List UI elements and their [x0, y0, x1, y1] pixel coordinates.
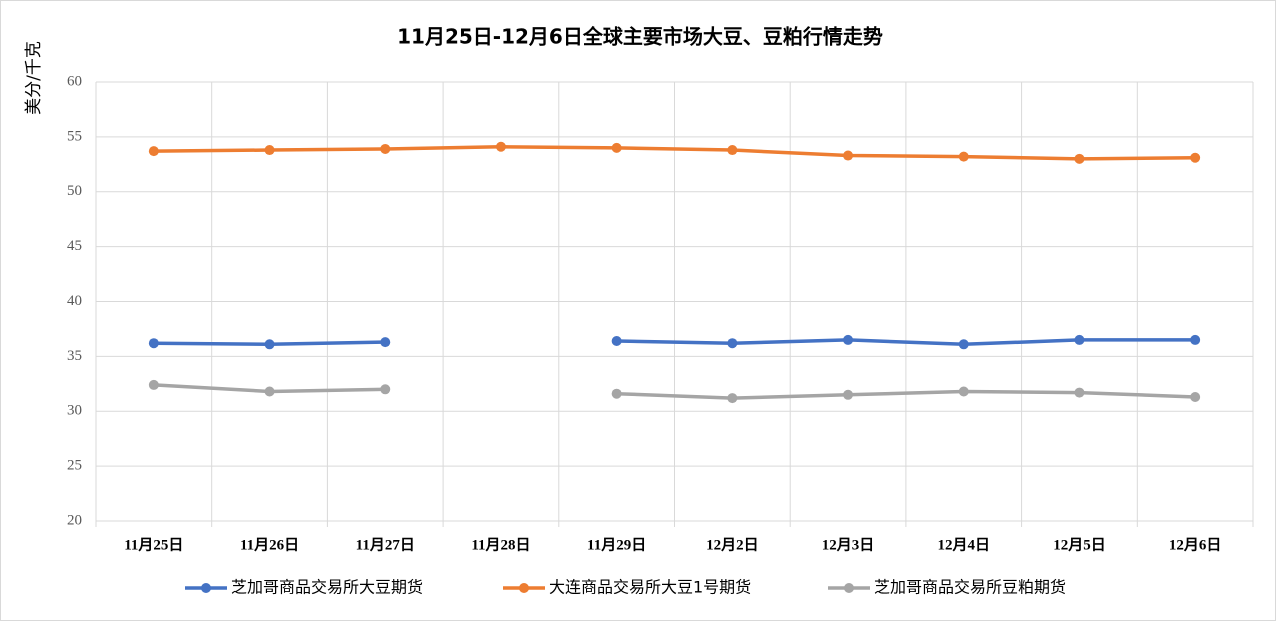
data-point	[843, 150, 854, 161]
data-point	[727, 393, 738, 404]
legend-marker	[844, 583, 854, 593]
x-tick-label: 11月29日	[587, 536, 646, 553]
y-tick-label: 55	[67, 128, 82, 144]
data-point	[1074, 387, 1085, 398]
data-point	[380, 143, 391, 154]
data-point	[1074, 334, 1085, 345]
legend-label: 芝加哥商品交易所豆粕期货	[874, 578, 1066, 597]
data-point	[148, 379, 159, 390]
y-tick-label: 50	[67, 183, 82, 199]
x-tick-label: 11月26日	[240, 536, 299, 553]
data-point	[495, 141, 506, 152]
data-point	[843, 389, 854, 400]
y-tick-label: 25	[67, 458, 82, 474]
data-point	[148, 338, 159, 349]
x-tick-label: 12月3日	[822, 536, 875, 553]
data-point	[264, 339, 275, 350]
legend-label: 大连商品交易所大豆1号期货	[549, 578, 751, 597]
x-tick-label: 12月5日	[1053, 536, 1106, 553]
x-tick-label: 12月6日	[1169, 536, 1222, 553]
legend-marker	[519, 583, 529, 593]
data-point	[148, 146, 159, 157]
x-tick-label: 11月25日	[124, 536, 183, 553]
data-point	[1074, 153, 1085, 164]
data-point	[611, 336, 622, 347]
x-tick-label: 12月4日	[937, 536, 990, 553]
data-point	[264, 386, 275, 397]
data-point	[727, 338, 738, 349]
y-tick-label: 40	[67, 293, 82, 309]
data-point	[958, 339, 969, 350]
data-point	[380, 337, 391, 348]
y-tick-label: 20	[67, 512, 82, 528]
data-point	[264, 145, 275, 156]
legend-label: 芝加哥商品交易所大豆期货	[231, 578, 423, 597]
data-point	[727, 145, 738, 156]
data-point	[1190, 334, 1201, 345]
data-point	[1190, 152, 1201, 163]
y-tick-label: 45	[67, 238, 82, 254]
data-point	[380, 384, 391, 395]
y-tick-label: 35	[67, 348, 82, 364]
chart-title: 11月25日-12月6日全球主要市场大豆、豆粕行情走势	[397, 25, 883, 49]
y-axis-label: 美分/千克	[24, 41, 44, 115]
series-line	[153, 145, 1196, 161]
legend-marker	[201, 583, 211, 593]
data-point	[843, 334, 854, 345]
y-tick-label: 30	[67, 403, 82, 419]
data-point	[958, 151, 969, 162]
y-tick-label: 60	[67, 73, 82, 89]
data-point	[611, 142, 622, 153]
data-point	[1190, 391, 1201, 402]
x-tick-label: 12月2日	[706, 536, 759, 553]
data-point	[958, 386, 969, 397]
data-point	[611, 388, 622, 399]
x-tick-label: 11月27日	[356, 536, 415, 553]
x-tick-label: 11月28日	[471, 536, 530, 553]
